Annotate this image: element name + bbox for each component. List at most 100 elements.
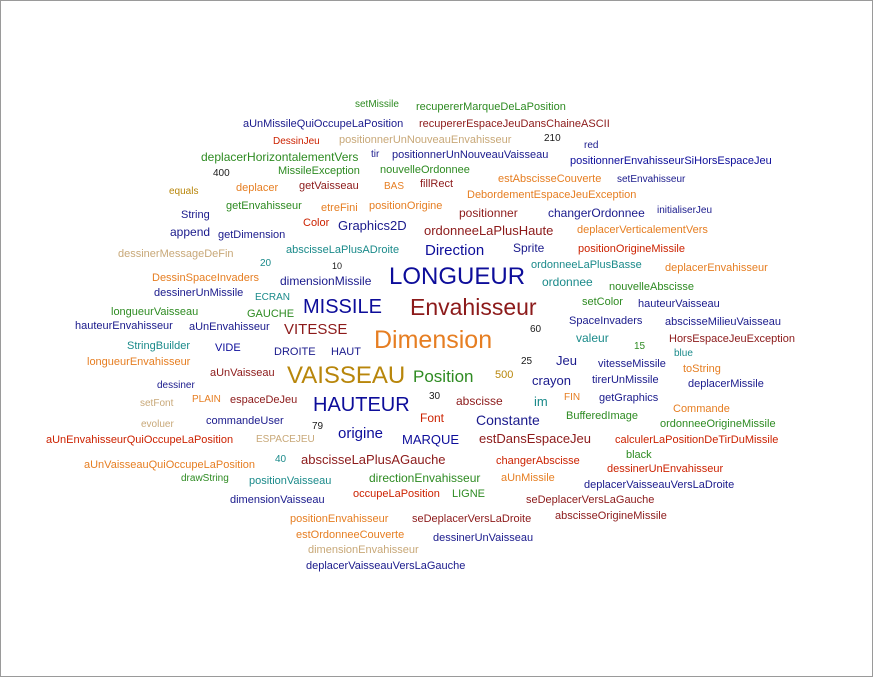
word: crayon (532, 373, 572, 388)
word: DROITE (274, 346, 316, 358)
word: drawString (181, 473, 229, 484)
word: aUnEnvahisseur (189, 321, 270, 333)
word: dimensionVaisseau (230, 494, 325, 506)
word: append (170, 225, 211, 239)
word: BufferedImage (566, 410, 638, 422)
word: 210 (544, 133, 561, 144)
word: deplacer (236, 182, 279, 194)
word: initialiserJeu (657, 205, 713, 216)
word: dessinerUnVaisseau (433, 532, 534, 544)
word: VAISSEAU (287, 362, 406, 389)
word: deplacerEnvahisseur (665, 262, 768, 274)
word: getVaisseau (299, 180, 359, 192)
word: nouvelleAbscisse (609, 281, 694, 293)
word: abscisseOrigineMissile (555, 510, 667, 522)
word: 15 (634, 341, 646, 352)
word: positionnerEnvahisseurSiHorsEspaceJeu (570, 155, 772, 167)
word: aUnVaisseau (210, 367, 275, 379)
word: SpaceInvaders (569, 315, 643, 327)
word: dessinerUnMissile (154, 287, 244, 299)
word: StringBuilder (127, 340, 190, 352)
word: abscisse (456, 394, 503, 408)
word: Dimension (374, 326, 493, 354)
word: blue (674, 348, 693, 359)
word: black (626, 449, 652, 461)
word: abscisseMilieuVaisseau (665, 316, 781, 328)
word: String (181, 209, 210, 221)
word: aUnMissile (501, 472, 555, 484)
word: MissileException (278, 165, 360, 177)
word: setColor (582, 296, 623, 308)
word: Color (303, 217, 330, 229)
word: dessinerMessageDeFin (118, 248, 234, 260)
word: longueurVaisseau (111, 306, 199, 318)
word: Constante (476, 412, 540, 428)
word: dimensionMissile (280, 274, 372, 288)
word: etreFini (321, 202, 358, 214)
word: valeur (576, 331, 609, 345)
word: HAUT (331, 346, 361, 358)
word: positionOrigine (369, 200, 443, 212)
word: nouvelleOrdonnee (380, 164, 470, 176)
word: longueurEnvahisseur (87, 356, 191, 368)
word: BAS (384, 181, 405, 192)
word: MISSILE (303, 296, 382, 318)
word: evoluer (141, 419, 174, 430)
word: aUnMissileQuiOccupeLaPosition (243, 118, 404, 130)
word: deplacerVaisseauVersLaGauche (306, 560, 466, 572)
word: directionEnvahisseur (369, 471, 481, 485)
word: commandeUser (206, 415, 284, 427)
word: getEnvahisseur (226, 200, 302, 212)
word: 79 (312, 421, 324, 432)
word: LONGUEUR (389, 263, 526, 290)
word: 20 (260, 258, 272, 269)
word: ESPACEJEU (256, 434, 315, 445)
word: espaceDeJeu (230, 394, 298, 406)
word: setEnvahisseur (617, 174, 686, 185)
word: PLAIN (192, 394, 221, 405)
word: calculerLaPositionDeTirDuMissile (615, 434, 779, 446)
word: positionEnvahisseur (290, 513, 389, 525)
word: getDimension (218, 229, 286, 241)
word: VITESSE (284, 321, 348, 338)
word: Envahisseur (410, 294, 537, 320)
word: aUnVaisseauQuiOccupeLaPosition (84, 459, 256, 471)
word: positionVaisseau (249, 475, 332, 487)
word: DebordementEspaceJeuException (467, 189, 637, 201)
word: vitesseMissile (598, 358, 666, 370)
word: 500 (495, 369, 514, 381)
word: DessinSpaceInvaders (152, 272, 260, 284)
word: im (534, 394, 548, 409)
word: 25 (521, 356, 533, 367)
word: hauteurEnvahisseur (75, 320, 173, 332)
word: dimensionEnvahisseur (308, 544, 419, 556)
word: ordonneeLaPlusHaute (424, 223, 554, 238)
word: 400 (213, 168, 230, 179)
word: ECRAN (255, 292, 291, 303)
word: Direction (425, 242, 485, 259)
word: red (584, 140, 599, 151)
word: changerAbscisse (496, 455, 580, 467)
word: dessiner (157, 380, 195, 391)
word: deplacerHorizontalementVers (201, 150, 359, 164)
word: estAbscisseCouverte (498, 173, 602, 185)
word: abscisseLaPlusAGauche (301, 452, 446, 467)
word: Graphics2D (338, 218, 407, 233)
word: GAUCHE (247, 308, 295, 320)
word: deplacerVerticalementVers (577, 224, 708, 236)
word: 10 (332, 261, 343, 271)
word: setFont (140, 398, 174, 409)
word: 40 (275, 454, 287, 465)
word: ordonneeLaPlusBasse (531, 259, 642, 271)
word: fillRect (420, 178, 454, 190)
word: DessinJeu (273, 136, 320, 147)
word: positionOrigineMissile (578, 243, 685, 255)
word: Font (420, 411, 445, 425)
word: FIN (564, 392, 581, 403)
word: tirerUnMissile (592, 374, 659, 386)
word: recupererMarqueDeLaPosition (416, 101, 566, 113)
word: toString (683, 363, 721, 375)
word: Position (413, 367, 474, 386)
word: HorsEspaceJeuException (669, 333, 795, 345)
word: abscisseLaPlusADroite (286, 244, 400, 256)
